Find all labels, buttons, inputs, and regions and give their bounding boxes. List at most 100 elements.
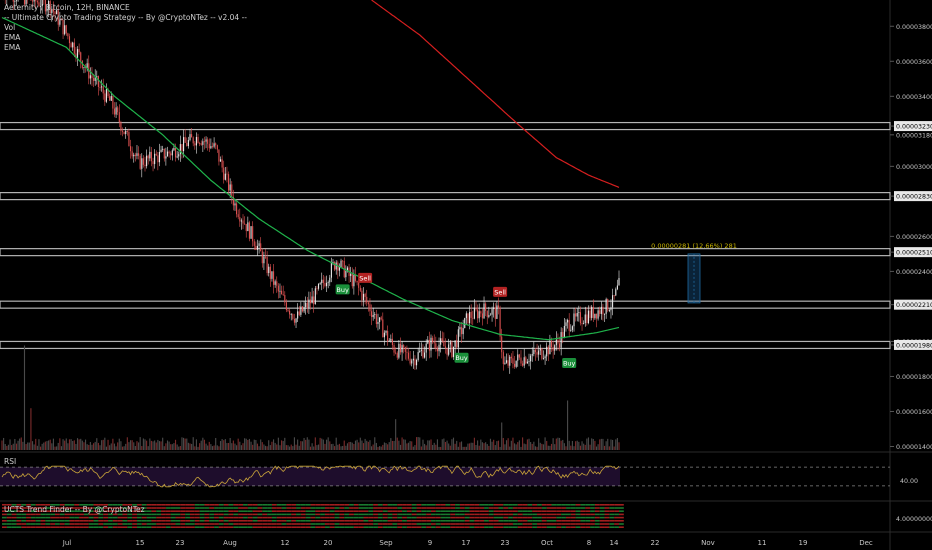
volume-bar xyxy=(425,445,427,450)
volume-bar xyxy=(240,445,242,450)
candle-body xyxy=(51,8,53,14)
candle-body xyxy=(382,319,384,338)
volume-bar xyxy=(27,442,29,450)
trend-segment xyxy=(262,526,268,528)
trend-segment xyxy=(180,507,186,509)
trend-segment xyxy=(373,516,378,519)
candle-body xyxy=(14,0,16,2)
trend-segment xyxy=(281,520,287,522)
trend-segment xyxy=(6,513,12,516)
trend-segment xyxy=(247,513,253,516)
trend-segment xyxy=(88,513,94,516)
candle-body xyxy=(35,0,37,2)
trend-segment xyxy=(334,520,340,522)
trend-segment xyxy=(368,526,374,528)
candle-body xyxy=(295,318,297,323)
trend-segment xyxy=(194,510,200,512)
candle-body xyxy=(362,293,365,301)
candle-body xyxy=(433,342,435,344)
trend-segment xyxy=(565,513,571,516)
volume-bar xyxy=(134,445,136,450)
trend-segment xyxy=(324,504,330,506)
trend-segment xyxy=(189,504,195,506)
trend-segment xyxy=(16,520,22,522)
trend-segment xyxy=(546,513,552,516)
trend-segment xyxy=(368,520,374,522)
volume-bar xyxy=(507,438,509,450)
candle-body xyxy=(534,349,537,353)
trend-segment xyxy=(590,507,595,509)
candle-body xyxy=(99,87,101,88)
trend-segment xyxy=(26,526,31,528)
candle-body xyxy=(173,147,175,151)
trend-segment xyxy=(363,504,369,506)
trend-segment xyxy=(541,516,547,519)
trend-segment xyxy=(450,507,456,509)
volume-bars xyxy=(1,345,620,450)
trend-segment xyxy=(218,516,224,519)
trend-segment xyxy=(296,504,301,506)
candle-body xyxy=(554,345,556,351)
candle-body xyxy=(428,339,430,351)
volume-bar xyxy=(4,444,6,450)
trend-segment xyxy=(382,504,388,506)
trend-segment xyxy=(117,513,123,516)
trend-segment xyxy=(406,520,412,522)
candle-body xyxy=(46,8,48,12)
trend-segment xyxy=(570,504,576,506)
trend-segment xyxy=(556,513,562,516)
volume-bar xyxy=(518,440,520,450)
trend-segment xyxy=(151,504,157,506)
trend-segment xyxy=(609,507,615,509)
trend-segment xyxy=(98,526,104,528)
volume-bar xyxy=(332,443,334,450)
candle-body xyxy=(398,343,400,358)
volume-bar xyxy=(539,442,541,450)
trend-segment xyxy=(517,526,523,528)
trend-segment xyxy=(132,516,137,519)
trend-segment xyxy=(69,507,75,509)
volume-bar xyxy=(244,438,246,450)
trend-segment xyxy=(488,507,494,509)
trend-segment xyxy=(64,523,70,525)
volume-bar xyxy=(488,445,490,450)
candle-body xyxy=(459,327,461,330)
trend-segment xyxy=(218,513,224,516)
volume-bar xyxy=(459,442,461,450)
candle-body xyxy=(105,89,108,102)
strategy-label: -- Ultimate Crypto Trading Strategy -- B… xyxy=(4,13,247,22)
candle-body xyxy=(126,131,128,133)
candle-body xyxy=(435,343,437,349)
candle-body xyxy=(207,139,209,144)
trend-segment xyxy=(320,516,325,519)
trend-segment xyxy=(402,516,407,519)
trend-segment xyxy=(64,507,70,509)
candle-body xyxy=(525,357,527,364)
trend-segment xyxy=(594,510,600,512)
trend-segment xyxy=(329,504,335,506)
volume-bar xyxy=(281,440,283,450)
volume-bar xyxy=(181,437,183,450)
trend-segment xyxy=(382,510,388,512)
volume-bar xyxy=(203,439,206,450)
trend-segment xyxy=(74,504,80,506)
trend-segment xyxy=(474,523,480,525)
trend-segment xyxy=(440,516,446,519)
volume-bar xyxy=(84,439,87,450)
trend-segment xyxy=(561,523,566,525)
trend-segment xyxy=(344,520,350,522)
trend-segment xyxy=(185,513,190,516)
trend-segment xyxy=(83,504,89,506)
volume-bar xyxy=(97,442,99,450)
trend-segment xyxy=(223,507,229,509)
volume-bar xyxy=(237,438,239,450)
trend-segment xyxy=(397,513,403,516)
volume-bar xyxy=(163,446,165,450)
volume-bar xyxy=(583,443,585,450)
trend-segment xyxy=(35,520,41,522)
trend-segment xyxy=(11,516,17,519)
trend-segment xyxy=(537,507,542,509)
trend-segment xyxy=(127,520,133,522)
trend-segment xyxy=(165,507,171,509)
volume-bar xyxy=(406,443,408,450)
